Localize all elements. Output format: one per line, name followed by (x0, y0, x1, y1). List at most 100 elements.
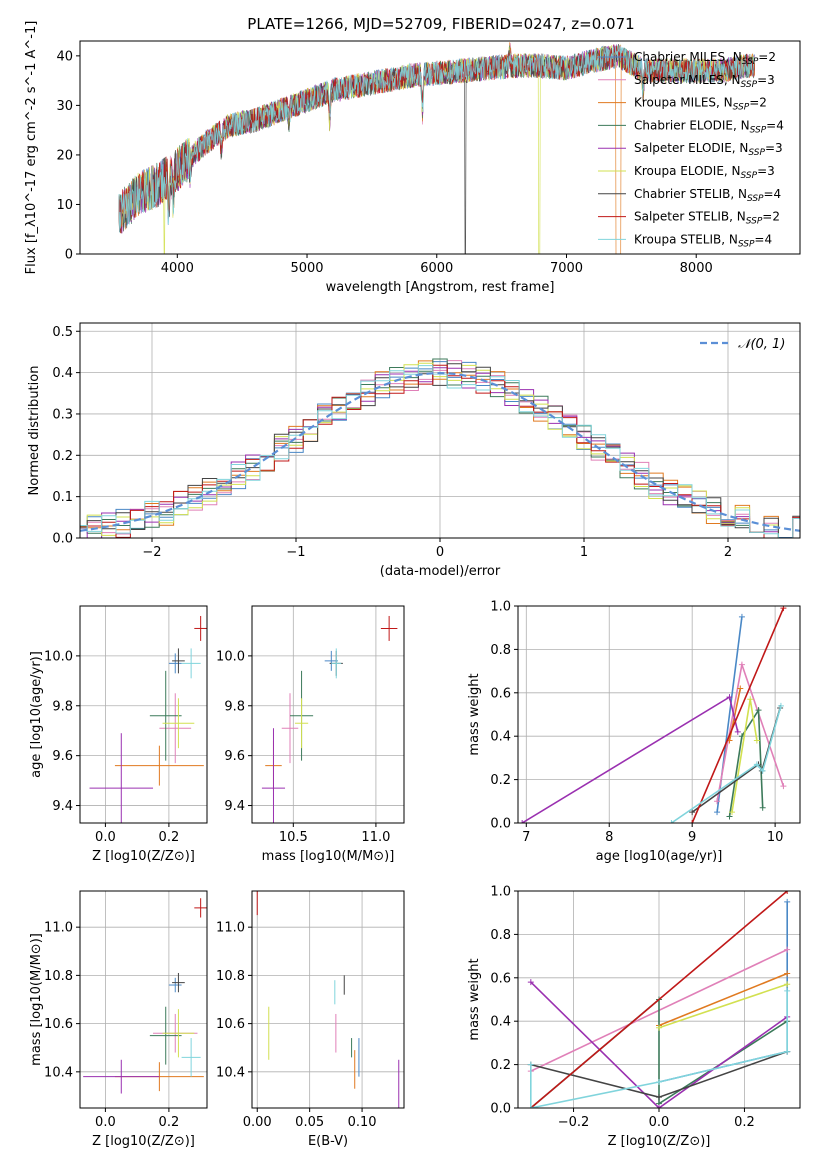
x-tick-label: −2 (142, 545, 161, 560)
mass-weight-marker (689, 820, 696, 823)
y-tick-label: 0 (65, 248, 73, 263)
legend-entry: Salpeter MILES, NSSP=3 (634, 73, 775, 90)
y-tick-label: 0.4 (52, 366, 73, 381)
residual-histogram-panel: −2 −1 0 1 2 0.0 0.1 0.2 0.3 0.4 0.5 (data-model)/er… (27, 322, 801, 579)
legend-entry: 𝒩(0, 1) (738, 337, 785, 352)
legend-entry: Kroupa STELIB, NSSP=4 (634, 232, 772, 249)
y-tick-label: 9.8 (224, 699, 245, 714)
mass-weight-marker (755, 707, 762, 714)
mass-weight-vs-Z-frame (517, 890, 801, 1109)
mass-weight-vs-age-xlabel: age [log10(age/yr)] (596, 849, 723, 864)
mass-vs-Z-marks (83, 898, 207, 1094)
mass-weight-marker (527, 1105, 534, 1108)
mass-weight-marker (784, 898, 791, 905)
y-tick-label: 0.8 (490, 643, 511, 658)
x-tick-label: 8000 (680, 261, 713, 276)
mass-weight-line-salpeter-elodie (521, 695, 739, 823)
x-tick-label: 0.0 (649, 1115, 670, 1130)
x-tick-label: 0.2 (159, 830, 180, 845)
mass-vs-ebv-frame (251, 890, 405, 1109)
x-tick-label: 0.10 (348, 1115, 377, 1130)
x-tick-label: 5000 (290, 261, 323, 276)
mass-weight-marker (777, 702, 784, 709)
mass-vs-Z-ylabel: mass [log10(M/M⊙)] (29, 933, 44, 1066)
mass-vs-Z-panel: 0.0 0.2 10.4 10.6 10.8 11.0 Z [log10(Z/Z⊙)] mas… (29, 890, 208, 1149)
mass-weight-marker (784, 1048, 791, 1055)
mass-weight-marker (726, 694, 733, 701)
y-tick-label: 40 (56, 49, 73, 64)
spectrum-panel: 4000 5000 6000 7000 8000 0 10 20 30 40 wavelength … (24, 21, 801, 295)
mass-weight-marker (527, 979, 534, 986)
mass-weight-marker (738, 613, 745, 620)
y-tick-label: 10.8 (216, 969, 245, 984)
mass-weight-line-chabrier-elodie (728, 707, 764, 817)
mass-weight-vs-Z-panel: −0.2 0.0 0.2 0.0 0.2 0.4 0.6 0.8 1.0 Z [log10(Z/Z… (467, 885, 801, 1149)
mass-weight-marker (689, 809, 696, 816)
mass-weight-vs-Z-marks (527, 891, 791, 1108)
mass-weight-marker (519, 820, 526, 823)
normal-reference-curve (80, 371, 800, 532)
residual-histogram-ylabel: Normed distribution (27, 366, 42, 496)
x-tick-label: 8 (605, 830, 613, 845)
mass-weight-vs-Z-ylabel: mass weight (467, 958, 482, 1040)
x-tick-label: 0.2 (159, 1115, 180, 1130)
mass-weight-vs-age-marks (519, 606, 787, 823)
mass-weight-marker (656, 1094, 662, 1101)
y-tick-label: 0.2 (490, 1058, 511, 1073)
mass-weight-line-salpeter-elodie (530, 981, 788, 1108)
mass-weight-marker (780, 783, 787, 790)
spectrum-xlabel: wavelength [Angstrom, rest frame] (326, 280, 555, 295)
mass-weight-marker (734, 728, 741, 735)
mass-weight-marker (737, 685, 744, 692)
x-tick-label: −0.2 (558, 1115, 590, 1130)
spectrum-ylabel: Flux [f_λ10^-17 erg cm^-2 s^-1 A^-1] (24, 21, 39, 275)
y-tick-label: 10.0 (216, 649, 245, 664)
legend-entry: Chabrier MILES, NSSP=2 (634, 50, 776, 67)
mass-weight-marker (714, 798, 721, 805)
x-tick-label: 0.05 (295, 1115, 324, 1130)
spectrum-marks (118, 42, 755, 254)
mass-weight-marker (527, 1061, 534, 1068)
x-tick-label: 0.2 (734, 1115, 755, 1130)
mass-weight-marker (759, 767, 766, 774)
mass-weight-marker (747, 696, 754, 703)
y-tick-label: 0.0 (52, 532, 73, 547)
y-tick-label: 11.0 (44, 921, 73, 936)
mass-weight-marker (656, 1024, 662, 1031)
residual-histogram-frame (79, 322, 801, 539)
x-tick-label: 1 (580, 545, 588, 560)
spectrum-line-kroupa-stelib (118, 45, 755, 233)
x-tick-label: 0.0 (95, 830, 116, 845)
x-tick-label: 9 (688, 830, 696, 845)
x-tick-label: 6000 (420, 261, 453, 276)
x-tick-label: −1 (286, 545, 305, 560)
y-tick-label: 0.6 (490, 971, 511, 986)
spectrum-frame (79, 40, 801, 255)
age-vs-Z-xlabel: Z [log10(Z/Z⊙)] (92, 849, 195, 864)
spectrum-legend: Chabrier MILES, NSSP=2 Salpeter MILES, NS… (598, 50, 784, 249)
mass-weight-marker (753, 761, 760, 768)
mass-weight-line-kroupa-miles (658, 972, 788, 1027)
residual-histogram-xlabel: (data-model)/error (380, 564, 501, 579)
mass-weight-marker (784, 981, 791, 988)
y-tick-label: 0.0 (490, 1102, 511, 1117)
age-vs-mass-xlabel: mass [log10(M/M⊙)] (262, 849, 395, 864)
age-vs-mass-panel: 10.5 11.0 9.4 9.6 9.8 10.0 mass [log10(M/M⊙)] (216, 605, 405, 864)
panels: 4000 5000 6000 7000 8000010203040wavelength … (24, 21, 801, 1149)
y-tick-label: 10.4 (44, 1065, 73, 1080)
mass-weight-marker (759, 804, 766, 811)
mass-vs-ebv-panel: 0.00 0.05 0.10 10.4 10.6 10.8 11.0 E(B-V) (216, 890, 405, 1149)
figure-title: PLATE=1266, MJD=52709, FIBERID=0247, z=0… (247, 15, 634, 33)
mass-vs-ebv-marks (256, 891, 400, 1108)
y-tick-label: 10.6 (216, 1017, 245, 1032)
mass-weight-line-kroupa-elodie (658, 983, 788, 1029)
legend-entry: Kroupa MILES, NSSP=2 (634, 96, 767, 113)
age-vs-Z-marks (89, 615, 207, 823)
age-vs-Z-panel: 0.0 0.2 9.4 9.6 9.8 10.0 Z [log10(Z/Z⊙)] age [l… (29, 605, 208, 864)
y-tick-label: 20 (56, 148, 73, 163)
mass-weight-line-kroupa-elodie (731, 699, 758, 813)
mass-weight-marker (738, 661, 745, 668)
y-tick-label: 1.0 (490, 600, 511, 615)
legend-entry: Salpeter STELIB, NSSP=2 (634, 210, 780, 227)
